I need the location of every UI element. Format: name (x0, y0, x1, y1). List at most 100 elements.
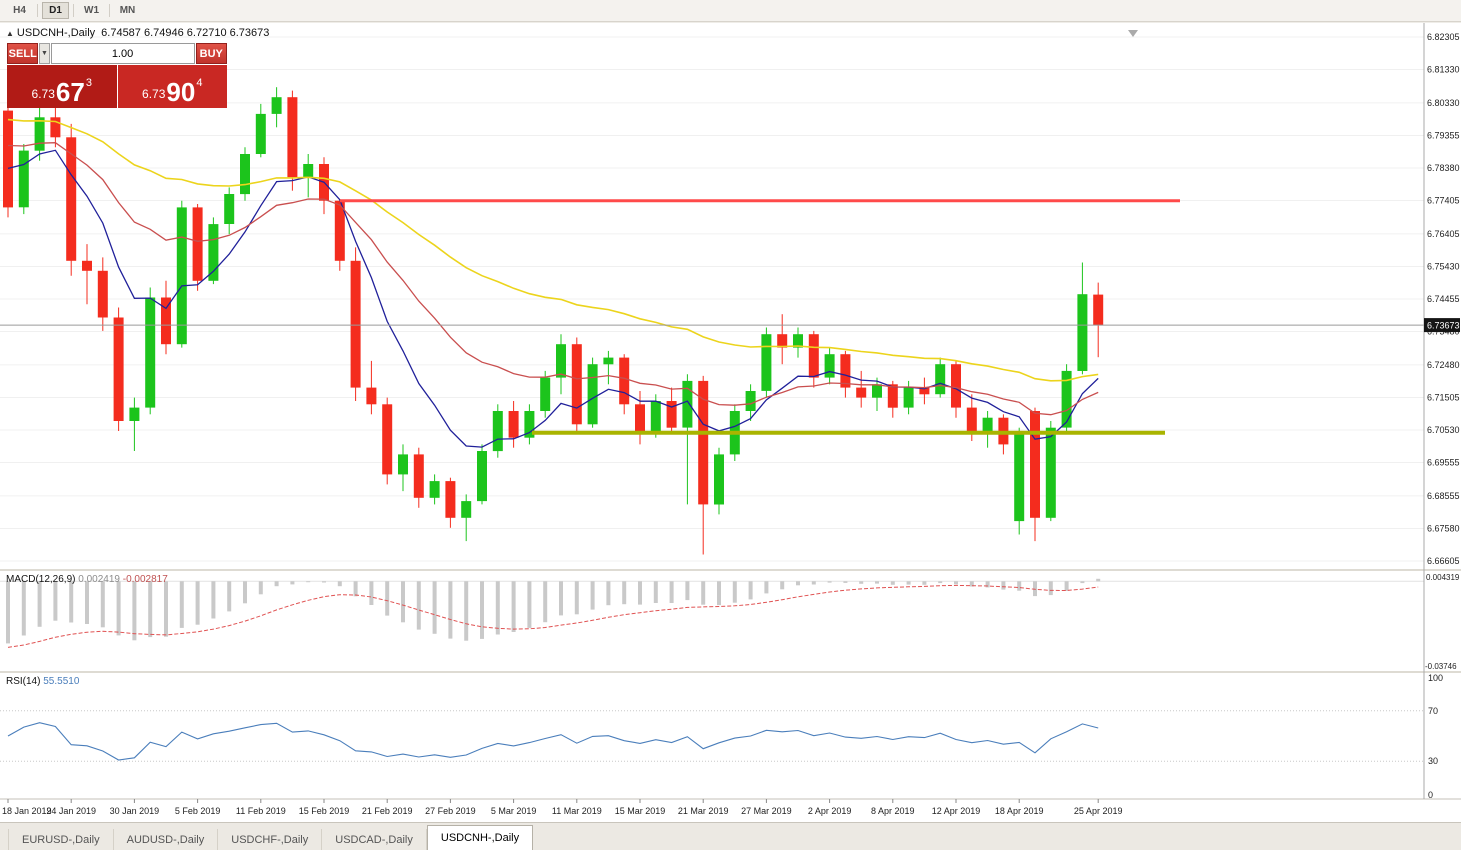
svg-text:21 Mar 2019: 21 Mar 2019 (678, 806, 729, 816)
current-price-box (1424, 318, 1460, 333)
timeframe-w1-button[interactable]: W1 (78, 2, 105, 19)
buy-button[interactable]: BUY (195, 43, 228, 64)
timeframe-toolbar: H4 D1 W1 MN (0, 0, 1461, 22)
svg-text:30: 30 (1428, 756, 1438, 766)
svg-text:27 Feb 2019: 27 Feb 2019 (425, 806, 476, 816)
macd-axis-labels: 0.004319 -0.03746 (1425, 573, 1460, 671)
chart-marker-icon: ▲ (6, 29, 14, 38)
rsi-axis-labels: 100 70 30 0 (1428, 673, 1443, 800)
macd-name: MACD(12,26,9) (6, 574, 76, 585)
toolbar-separator (109, 4, 110, 17)
svg-text:6.81330: 6.81330 (1427, 65, 1460, 75)
macd-indicator-label: MACD(12,26,9) 0.002419 -0.002817 (6, 574, 168, 585)
svg-text:6.69555: 6.69555 (1427, 458, 1460, 468)
ask-price-base: 6.73 (142, 87, 166, 101)
svg-text:6.79355: 6.79355 (1427, 131, 1460, 141)
medium-ma[interactable] (7, 142, 1099, 416)
svg-text:6.78380: 6.78380 (1427, 163, 1460, 173)
ask-price-pips: 90 (166, 77, 196, 107)
bid-price-tile[interactable]: 6.73 67 3 (7, 65, 117, 108)
svg-text:6.68555: 6.68555 (1427, 491, 1460, 501)
timeframe-d1-button[interactable]: D1 (42, 2, 69, 19)
tab-usdchf-daily[interactable]: USDCHF-,Daily (218, 829, 323, 850)
svg-text:12 Apr 2019: 12 Apr 2019 (932, 806, 981, 816)
rsi-name: RSI(14) (6, 676, 41, 687)
svg-text:6.74455: 6.74455 (1427, 294, 1460, 304)
macd-histogram (6, 578, 1101, 644)
rsi-level-lines (0, 710, 1424, 762)
tab-usdcnh-daily[interactable]: USDCNH-,Daily (426, 825, 534, 850)
svg-text:6.77405: 6.77405 (1427, 196, 1460, 206)
macd-value: 0.002419 (78, 574, 120, 585)
svg-text:6.82305: 6.82305 (1427, 32, 1460, 42)
trade-controls-row: SELL ▼ BUY (7, 43, 228, 64)
slow-ma[interactable] (7, 118, 1099, 382)
bid-price-base: 6.73 (31, 87, 55, 101)
svg-text:11 Mar 2019: 11 Mar 2019 (552, 806, 602, 816)
ask-price-pipette: 4 (196, 77, 203, 89)
timeframe-h4-button[interactable]: H4 (6, 2, 33, 19)
svg-text:8 Apr 2019: 8 Apr 2019 (871, 806, 915, 816)
svg-text:11 Feb 2019: 11 Feb 2019 (236, 806, 286, 816)
chart-symbol-period: USDCNH-,Daily (16, 27, 96, 39)
sell-button[interactable]: SELL (7, 43, 39, 64)
svg-text:25 Apr 2019: 25 Apr 2019 (1074, 806, 1123, 816)
chart-tabs-bar: EURUSD-,Daily AUDUSD-,Daily USDCHF-,Dail… (0, 822, 1461, 850)
svg-text:6.71505: 6.71505 (1427, 393, 1460, 403)
svg-text:6.75430: 6.75430 (1427, 262, 1460, 272)
svg-text:70: 70 (1428, 706, 1438, 716)
price-gridlines (0, 36, 1424, 562)
current-price-value: 6.73673 (1427, 321, 1460, 331)
candlesticks (3, 87, 1104, 555)
bid-price-pipette: 3 (85, 77, 92, 89)
svg-text:21 Feb 2019: 21 Feb 2019 (362, 806, 413, 816)
trendlines (340, 199, 1180, 435)
toolbar-separator (37, 4, 38, 17)
svg-text:6.80330: 6.80330 (1427, 98, 1460, 108)
svg-text:27 Mar 2019: 27 Mar 2019 (741, 806, 792, 816)
toolbar-separator (73, 4, 74, 17)
rsi-line (7, 722, 1099, 761)
svg-text:100: 100 (1428, 673, 1443, 683)
svg-text:6.76405: 6.76405 (1427, 229, 1460, 239)
macd-signal-value: -0.002817 (122, 574, 168, 585)
rsi-indicator-label: RSI(14) 55.5510 (6, 676, 79, 687)
volume-input[interactable] (50, 43, 195, 64)
svg-text:15 Feb 2019: 15 Feb 2019 (299, 806, 350, 816)
svg-text:5 Mar 2019: 5 Mar 2019 (491, 806, 537, 816)
bid-price-pips: 67 (55, 77, 85, 107)
tab-audusd-daily[interactable]: AUDUSD-,Daily (114, 829, 219, 850)
rsi-value: 55.5510 (43, 676, 80, 687)
svg-text:5 Feb 2019: 5 Feb 2019 (175, 806, 221, 816)
chart-shift-marker-icon[interactable] (1128, 30, 1138, 37)
svg-text:-0.03746: -0.03746 (1425, 662, 1457, 671)
tab-usdcad-daily[interactable]: USDCAD-,Daily (322, 829, 427, 850)
svg-text:18 Apr 2019: 18 Apr 2019 (995, 806, 1044, 816)
chart-ohlc-values: 6.74587 6.74946 6.72710 6.73673 (101, 27, 270, 39)
svg-text:15 Mar 2019: 15 Mar 2019 (615, 806, 666, 816)
trade-prices-row: 6.73 67 3 6.73 90 4 (7, 65, 227, 108)
chart-title: ▲ USDCNH-,Daily 6.74587 6.74946 6.72710 6.… (6, 27, 269, 39)
svg-text:6.72480: 6.72480 (1427, 360, 1460, 370)
chevron-down-icon: ▼ (41, 50, 48, 57)
svg-text:6.66605: 6.66605 (1427, 556, 1460, 566)
pane-separator[interactable] (0, 671, 1461, 673)
svg-text:30 Jan 2019: 30 Jan 2019 (110, 806, 160, 816)
moving-average-lines (7, 118, 1099, 448)
svg-text:0: 0 (1428, 790, 1433, 800)
chart-window: 6.82305 6.81330 6.80330 6.79355 6.78380 6.774… (0, 23, 1461, 822)
volume-dropdown-button[interactable]: ▼ (39, 43, 50, 64)
pane-separator[interactable] (0, 569, 1461, 571)
ask-price-tile[interactable]: 6.73 90 4 (117, 65, 227, 108)
svg-text:0.004319: 0.004319 (1426, 573, 1460, 582)
timeframe-mn-button[interactable]: MN (114, 2, 141, 19)
svg-text:6.67580: 6.67580 (1427, 524, 1460, 534)
svg-text:24 Jan 2019: 24 Jan 2019 (46, 806, 96, 816)
chart-canvas[interactable]: 6.82305 6.81330 6.80330 6.79355 6.78380 6.774… (0, 23, 1461, 822)
svg-text:18 Jan 2019: 18 Jan 2019 (2, 806, 52, 816)
svg-text:6.70530: 6.70530 (1427, 425, 1460, 435)
tab-eurusd-daily[interactable]: EURUSD-,Daily (8, 829, 114, 850)
